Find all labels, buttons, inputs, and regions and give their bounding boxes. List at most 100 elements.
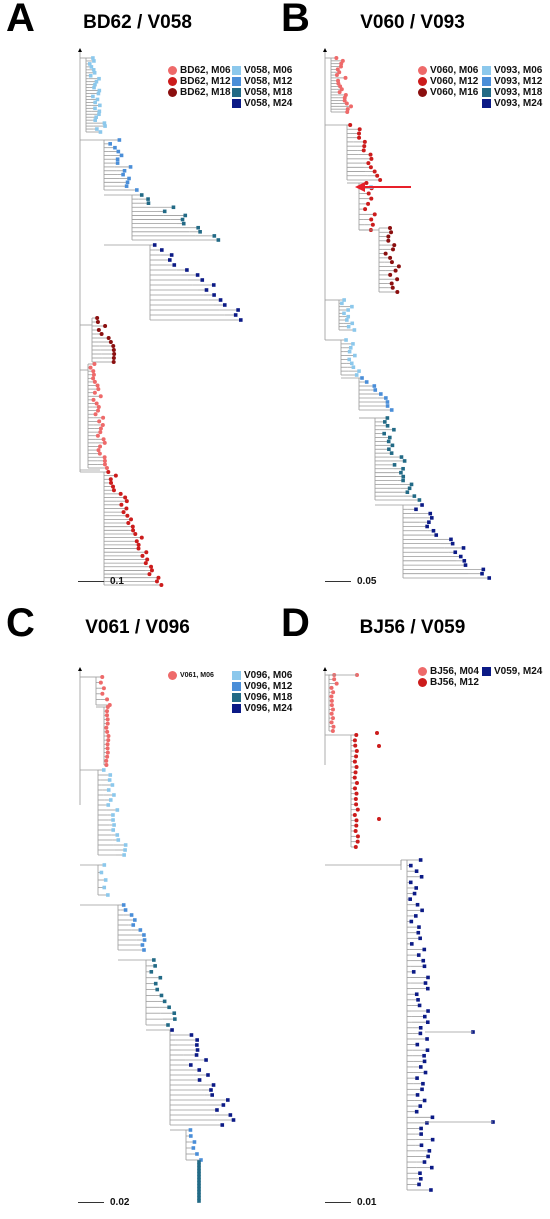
tip-marker (111, 488, 116, 493)
tip-marker (192, 1140, 197, 1144)
tip-marker (332, 677, 337, 682)
tip-marker (95, 316, 100, 320)
tip-marker (411, 970, 416, 974)
legend-swatch (418, 77, 427, 86)
tip-marker (414, 992, 419, 997)
legend-label: V093, M24 (494, 98, 543, 109)
tip-marker (173, 1017, 177, 1021)
legend-entry: V093, M06 (482, 65, 542, 76)
tip-marker (153, 964, 157, 968)
tip-marker (111, 818, 115, 822)
tip-marker (189, 1063, 193, 1067)
tip-marker (109, 480, 114, 485)
legend-label: BD62, M18 (180, 87, 231, 98)
tip-marker (389, 281, 394, 286)
tip-marker (102, 440, 107, 445)
tip-marker (330, 716, 335, 721)
panel-title: BD62 / V058 (83, 12, 192, 33)
tip-marker (346, 324, 351, 329)
tip-marker (401, 474, 406, 479)
tip-marker (183, 213, 188, 218)
tip-marker (236, 308, 240, 312)
panel-d: D BJ56 / V059 BJ56, M04 BJ56, M12 V059, … (275, 601, 550, 1219)
legend-entry: V093, M24 (482, 98, 542, 109)
legend-swatch (168, 77, 177, 86)
scale-bar: 0.02 (78, 1197, 129, 1208)
tip-marker (383, 420, 387, 424)
tip-marker (96, 387, 101, 392)
tip-marker (345, 318, 349, 322)
tip-marker (101, 686, 106, 691)
scale-bar: 0.1 (78, 576, 124, 587)
tip-marker (149, 970, 154, 974)
legend-entry: V096, M24 (232, 703, 292, 714)
tip-marker (92, 59, 96, 63)
tip-marker (95, 127, 99, 131)
tip-marker (181, 221, 186, 226)
tip-marker (417, 498, 422, 502)
tip-marker (212, 234, 217, 238)
scale-bar: 0.01 (325, 1197, 376, 1208)
tip-marker (102, 455, 107, 460)
tip-marker (418, 1065, 423, 1069)
tip-marker (329, 698, 334, 703)
tip-marker (197, 1078, 202, 1082)
legend-swatch (232, 88, 241, 97)
tip-marker (346, 308, 350, 312)
panel-letter: D (281, 601, 310, 645)
tip-marker (369, 156, 374, 161)
tip-marker (352, 813, 357, 817)
tip-marker (423, 1070, 428, 1075)
tip-marker (93, 106, 97, 111)
tip-marker (168, 258, 172, 262)
tip-marker (152, 958, 156, 962)
legend-swatch (168, 88, 177, 97)
tip-marker (104, 758, 109, 763)
tip-marker (353, 770, 358, 775)
tip-marker (354, 749, 359, 753)
tip-marker (104, 763, 109, 767)
tip-marker (414, 914, 418, 918)
tip-marker (160, 248, 164, 252)
tip-marker (146, 197, 150, 201)
tip-marker (93, 100, 97, 105)
tip-marker (106, 803, 111, 807)
tip-marker (330, 707, 335, 712)
tip-marker (409, 919, 414, 924)
legend-left: V061, M06 (168, 670, 214, 681)
legend-label: BD62, M06 (180, 65, 231, 76)
legend-label: V096, M18 (244, 692, 293, 703)
tip-marker (198, 230, 202, 234)
tip-marker (180, 217, 185, 222)
legend-label: V058, M24 (244, 98, 293, 109)
tip-marker (204, 1058, 208, 1062)
tip-marker (351, 342, 355, 346)
tip-marker (142, 933, 146, 937)
tip-marker (91, 56, 95, 60)
legend-label: V093, M12 (494, 76, 543, 87)
tip-marker (228, 1113, 233, 1117)
tip-marker (105, 709, 110, 714)
tip-marker (430, 516, 434, 520)
legend-label: V096, M24 (244, 703, 293, 714)
tip-marker (122, 168, 127, 173)
phylogenetic-tree-c (78, 667, 236, 1203)
tip-marker (92, 379, 97, 384)
tip-marker (414, 869, 419, 873)
tip-marker (351, 365, 356, 370)
tip-marker (159, 583, 164, 587)
tip-marker (154, 579, 159, 584)
tip-marker (98, 130, 103, 134)
tip-marker (449, 537, 453, 542)
tip-marker (123, 848, 127, 852)
legend-left: BJ56, M04 BJ56, M12 (418, 666, 479, 688)
tip-marker (102, 462, 107, 467)
tip-marker (99, 332, 104, 336)
tip-marker (383, 251, 388, 256)
tip-marker (329, 720, 334, 725)
tip-marker (418, 936, 422, 941)
tip-marker (420, 908, 424, 913)
tip-marker (111, 813, 115, 817)
tip-marker (408, 880, 413, 885)
tip-marker (197, 1068, 202, 1072)
